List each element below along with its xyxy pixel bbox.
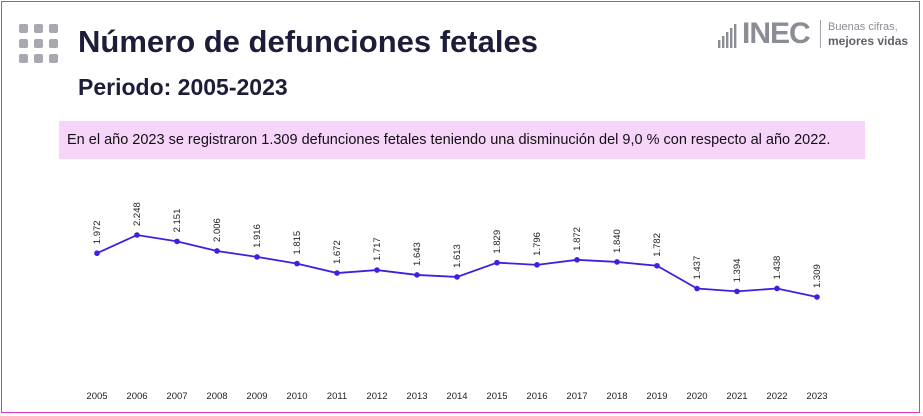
logo-wordmark: INEC <box>742 17 811 50</box>
logo-tagline-2: mejores vidas <box>828 34 909 48</box>
x-tick-label-2013: 2013 <box>406 391 427 402</box>
x-tick-label-2016: 2016 <box>526 391 547 402</box>
data-point-2012 <box>374 267 380 273</box>
inec-logo: INEC Buenas cifras, mejores vidas <box>718 18 918 50</box>
x-tick-label-2007: 2007 <box>166 391 187 402</box>
x-tick-label-2009: 2009 <box>246 391 267 402</box>
data-point-2022 <box>774 285 780 292</box>
data-label-2005: 1.972 <box>92 220 103 244</box>
data-label-2020: 1.437 <box>692 256 703 280</box>
data-label-2018: 1.840 <box>612 229 623 253</box>
data-label-2009: 1.916 <box>252 224 263 248</box>
data-label-2010: 1.815 <box>292 231 303 255</box>
x-tick-label-2017: 2017 <box>566 391 587 402</box>
data-point-2008 <box>214 248 220 254</box>
logo-tagline: Buenas cifras, mejores vidas <box>828 20 908 48</box>
x-tick-label-2020: 2020 <box>686 391 707 402</box>
logo-divider <box>820 20 821 48</box>
summary-notice: En el año 2023 se registraron 1.309 defu… <box>59 121 865 159</box>
data-point-2006 <box>134 232 140 238</box>
data-point-2005 <box>94 250 100 257</box>
data-point-2015 <box>494 259 500 266</box>
data-label-2021: 1.394 <box>732 259 743 283</box>
data-label-2014: 1.613 <box>452 244 463 268</box>
data-point-2018 <box>614 259 620 265</box>
data-label-2011: 1.672 <box>332 240 343 264</box>
data-label-2019: 1.782 <box>652 233 663 257</box>
page-title: Número de defunciones fetales <box>78 24 538 59</box>
data-point-2014 <box>454 274 460 280</box>
x-tick-label-2015: 2015 <box>486 391 507 402</box>
x-tick-label-2014: 2014 <box>446 391 467 402</box>
line-chart: 1.972 2.248 2.151 2.006 1.916 1.815 1.672 1.717… <box>86 202 827 402</box>
data-label-2023: 1.309 <box>812 264 823 288</box>
data-point-2011 <box>334 270 340 276</box>
x-tick-label-2006: 2006 <box>126 391 147 402</box>
bar-chart-icon <box>718 24 737 48</box>
x-tick-label-2022: 2022 <box>766 391 787 402</box>
data-point-2010 <box>294 260 300 267</box>
menu-grid-icon[interactable] <box>19 24 59 64</box>
x-tick-label-2012: 2012 <box>366 391 387 402</box>
data-point-2007 <box>174 238 180 245</box>
data-point-2019 <box>654 262 660 269</box>
x-tick-label-2021: 2021 <box>726 391 747 402</box>
x-tick-label-2023: 2023 <box>806 391 827 402</box>
x-tick-label-2005: 2005 <box>86 391 107 402</box>
data-label-2007: 2.151 <box>172 209 183 233</box>
data-label-2016: 1.796 <box>532 232 543 256</box>
data-label-2012: 1.717 <box>372 237 383 261</box>
data-point-2023 <box>814 294 820 300</box>
data-point-2020 <box>694 285 700 292</box>
logo-tagline-1: Buenas cifras, <box>828 21 898 33</box>
data-label-2006: 2.248 <box>132 202 143 226</box>
x-tick-label-2018: 2018 <box>606 391 627 402</box>
x-tick-label-2008: 2008 <box>206 391 227 402</box>
data-label-2013: 1.643 <box>412 242 423 266</box>
x-tick-label-2019: 2019 <box>646 391 667 402</box>
data-label-2022: 1.438 <box>772 256 783 280</box>
data-label-2008: 2.006 <box>212 218 223 242</box>
x-tick-label-2011: 2011 <box>327 391 347 402</box>
data-label-2017: 1.872 <box>572 227 583 251</box>
data-label-2015: 1.829 <box>492 230 503 254</box>
x-tick-label-2010: 2010 <box>286 391 307 402</box>
data-point-2016 <box>534 262 540 268</box>
page-subtitle: Periodo: 2005-2023 <box>78 74 288 100</box>
data-point-2009 <box>254 254 260 260</box>
data-point-2021 <box>734 288 740 295</box>
data-point-2017 <box>574 257 580 263</box>
data-point-2013 <box>414 272 420 278</box>
